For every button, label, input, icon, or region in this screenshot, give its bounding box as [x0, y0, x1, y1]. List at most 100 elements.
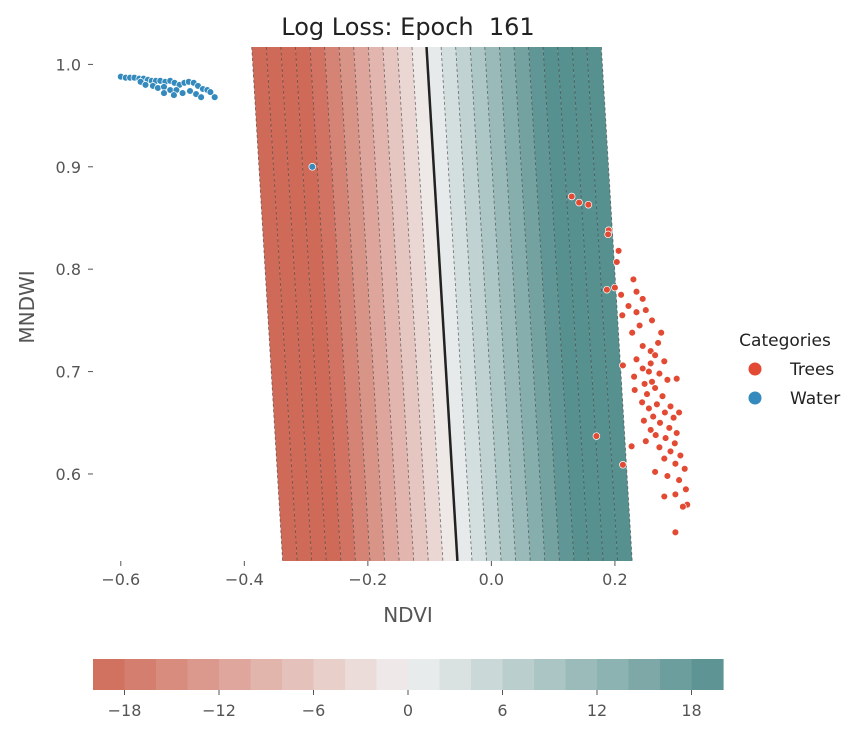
trees-point [661, 408, 669, 417]
trees-point [660, 454, 669, 463]
contour-line [280, 47, 313, 561]
contour-line [557, 47, 589, 561]
y-tick-label: 0.8 [56, 260, 81, 279]
trees-point [592, 432, 601, 440]
trees-point [646, 426, 655, 434]
field-band [324, 47, 370, 561]
trees-point [619, 361, 627, 370]
trees-point [630, 386, 639, 394]
trees-point [657, 328, 665, 337]
trees-point [679, 502, 687, 511]
trees-point [651, 431, 660, 439]
contour-line [498, 47, 531, 561]
colorbar-tick-label: −12 [202, 701, 236, 720]
water-point [210, 93, 219, 101]
decision-boundary [425, 47, 459, 561]
field-band [484, 47, 531, 561]
trees-point [671, 459, 680, 468]
water-point [308, 163, 317, 171]
trees-point [638, 295, 647, 303]
contour-lines [251, 47, 633, 561]
trees-point [666, 447, 675, 456]
trees-point [567, 192, 576, 201]
plot-area [117, 47, 691, 561]
trees-point [619, 461, 627, 469]
contour-line [295, 47, 327, 561]
legend-title: Categories [739, 331, 831, 351]
y-axis-label: MNDWI [15, 270, 39, 343]
field-band [543, 47, 589, 561]
trees-point [651, 384, 659, 392]
colorbar-swatch [439, 659, 472, 690]
trees-point [655, 369, 664, 378]
trees-point [651, 468, 659, 476]
chart-title: Log Loss: Epoch 161 [281, 13, 534, 41]
trees-point [660, 357, 669, 366]
water-point [186, 87, 194, 95]
contour-line [396, 47, 429, 561]
field-band [339, 47, 385, 561]
colorbar-swatch [565, 659, 598, 690]
colorbar-swatch [502, 659, 535, 690]
contour-line [455, 47, 487, 561]
trees-point [630, 372, 638, 381]
field-band [382, 47, 429, 561]
y-axis: 0.6 0.7 0.8 0.9 1.0 [56, 55, 93, 484]
water-point [160, 89, 168, 97]
trees-point [671, 439, 679, 448]
trees-point [672, 429, 681, 437]
colorbar-tick-label: 6 [497, 701, 507, 720]
trees-point [614, 247, 623, 255]
contour-line [600, 47, 633, 561]
field-band [251, 47, 298, 561]
x-tick-label: −0.2 [348, 570, 387, 589]
colorbar-swatch [660, 659, 693, 690]
field-band [557, 47, 604, 561]
trees-point [628, 328, 636, 337]
trees-point [680, 465, 689, 473]
trees-point [613, 258, 621, 266]
contour-line [309, 47, 342, 561]
field-band [310, 47, 356, 561]
contour-line [469, 47, 502, 561]
colorbar-tick-label: 12 [587, 701, 607, 720]
colorbar-swatch [376, 659, 409, 690]
trees-point [624, 302, 633, 310]
trees-point [584, 200, 593, 209]
field-band [295, 47, 341, 561]
legend-label-trees: Trees [789, 360, 834, 380]
field-band [441, 47, 487, 561]
trees-point [666, 402, 675, 411]
trees-point [648, 316, 656, 325]
field-band [368, 47, 414, 561]
trees-point [661, 434, 670, 442]
trees-point [642, 437, 650, 445]
water-point [197, 93, 205, 101]
contour-line [571, 47, 604, 561]
colorbar-tick-label: 18 [681, 701, 701, 720]
contour-line [411, 47, 444, 561]
legend-marker-water [748, 391, 762, 405]
trees-point [669, 413, 678, 422]
colorbar-swatch [408, 659, 441, 690]
contour-line [324, 47, 356, 561]
field-band [528, 47, 574, 561]
colorbar-swatch [471, 659, 504, 690]
trees-point [617, 291, 625, 299]
contour-line [542, 47, 575, 561]
trees-point [640, 380, 649, 388]
colorbar-ticks: −18 −12 −6 0 6 12 18 [108, 690, 702, 720]
data-points [117, 72, 691, 537]
colorbar-swatch [597, 659, 630, 690]
field-band [455, 47, 502, 561]
colorbar-swatch [93, 659, 126, 690]
field-band [572, 47, 618, 561]
contour-line [367, 47, 400, 561]
y-tick-label: 0.6 [56, 465, 81, 484]
trees-point [632, 287, 641, 296]
trees-point [643, 390, 651, 398]
colorbar-swatch [628, 659, 661, 690]
trees-point [655, 443, 664, 452]
trees-point [651, 351, 659, 359]
